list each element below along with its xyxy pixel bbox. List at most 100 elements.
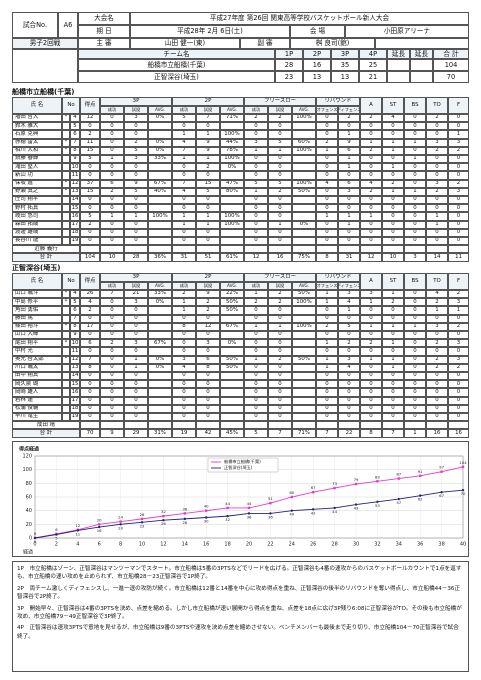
total-cell: 14 [426, 253, 448, 262]
player-name: 川口 颯太 [12, 363, 62, 372]
stat-cell: 0 [196, 171, 220, 180]
point-label: 28 [182, 520, 187, 525]
jersey-no: 17 [70, 396, 80, 405]
stat-cell: 1 [426, 212, 448, 221]
player-name: 田中 翔真 [12, 372, 62, 381]
stat-cell: 100% [220, 155, 244, 164]
blank-cell [220, 421, 244, 430]
stat-cell: 0 [382, 122, 404, 131]
stat-cell: 0 [172, 396, 196, 405]
stat-cell: 1 [338, 306, 360, 315]
stat-cell: 0% [292, 220, 316, 229]
total-cell: 11 [448, 253, 469, 262]
stat-cell: 3 [124, 155, 148, 164]
stat-cell: 0 [80, 122, 100, 131]
stat-cell [148, 122, 172, 131]
stat-cell: 0 [316, 396, 338, 405]
point-label: 20 [97, 517, 102, 522]
x-tick-label: 0 [33, 542, 36, 548]
point-label: 11 [75, 531, 80, 536]
stat-cell: 0 [124, 204, 148, 213]
col-header: No [62, 97, 80, 114]
stat-cell: 50% [220, 306, 244, 315]
stat-cell: 0 [316, 404, 338, 413]
point [55, 533, 58, 536]
blank-cell [268, 245, 292, 254]
stat-cell: 3 [448, 339, 469, 348]
stat-cell: 0 [316, 413, 338, 422]
stat-cell: 2 [338, 339, 360, 348]
stat-cell: 0 [124, 122, 148, 131]
stat-cell: 0 [268, 404, 292, 413]
point [162, 514, 165, 518]
label: 主 審 [78, 38, 130, 49]
stat-cell [148, 372, 172, 381]
stat-cell: 0 [404, 163, 426, 172]
stat-cell: 0 [100, 298, 124, 307]
stat-cell [220, 122, 244, 131]
blank-cell [338, 245, 360, 254]
total-score: 104 [433, 59, 469, 71]
stat-cell: 2 [448, 322, 469, 331]
jersey-no: 7 [70, 138, 80, 147]
stat-cell: 0 [404, 237, 426, 246]
stat-cell [220, 388, 244, 397]
blank-cell [172, 245, 196, 254]
stat-cell: 100% [220, 212, 244, 221]
total-cell: 28 [124, 253, 148, 262]
stat-cell [292, 347, 316, 356]
stat-cell: 0 [172, 237, 196, 246]
stat-cell: 0 [196, 396, 220, 405]
stat-cell: 0 [244, 212, 268, 221]
stat-cell: 5 [124, 187, 148, 196]
starter-mark: * [62, 179, 70, 188]
x-tick-label: 20 [246, 542, 252, 548]
stat-cell [220, 171, 244, 180]
col-header: 得点 [80, 97, 100, 114]
stat-cell: 0 [172, 204, 196, 213]
stat-cell [292, 413, 316, 422]
jersey-no: 11 [70, 347, 80, 356]
col-header: 成功 [172, 106, 196, 114]
col-group: リバウンド [316, 273, 360, 282]
stat-cell: 0 [338, 396, 360, 405]
stat-cell: 0 [268, 171, 292, 180]
stat-cell: 3 [360, 290, 382, 299]
stat-cell: 3 [426, 322, 448, 331]
stat-cell: 50% [220, 298, 244, 307]
x-tick-label: 18 [224, 542, 230, 548]
blank-cell [426, 421, 448, 430]
stat-cell: 0 [100, 306, 124, 315]
stat-cell: 21 [124, 290, 148, 299]
stat-cell: 0 [448, 122, 469, 131]
stat-cell: 0 [100, 146, 124, 155]
starter-mark: * [62, 146, 70, 155]
point [461, 488, 465, 492]
stat-cell: 11 [80, 138, 100, 147]
stat-cell: 8 [172, 322, 196, 331]
x-tick-label: 12 [160, 542, 166, 548]
jersey-no: 18 [70, 404, 80, 413]
stat-cell: 0 [404, 228, 426, 237]
stat-cell: 44% [220, 138, 244, 147]
stat-cell: 0 [244, 204, 268, 213]
col-header: F [448, 97, 469, 114]
point [205, 516, 208, 519]
blank-cell [196, 421, 220, 430]
stat-cell: 7 [172, 146, 196, 155]
jersey-no: 8 [70, 322, 80, 331]
player-name: 増田 哲大 [12, 114, 62, 123]
stat-cell [220, 204, 244, 213]
period-score [387, 71, 410, 83]
stat-cell [292, 212, 316, 221]
blank-cell [80, 421, 100, 430]
stat-cell: 0 [382, 380, 404, 389]
stat-cell: 0 [316, 122, 338, 131]
stat-cell: 0 [382, 347, 404, 356]
stat-cell: 0 [426, 372, 448, 381]
stat-cell: 0 [448, 114, 469, 123]
stat-cell: 0 [100, 322, 124, 331]
stat-cell: 0 [100, 220, 124, 229]
blank-cell [316, 245, 338, 254]
